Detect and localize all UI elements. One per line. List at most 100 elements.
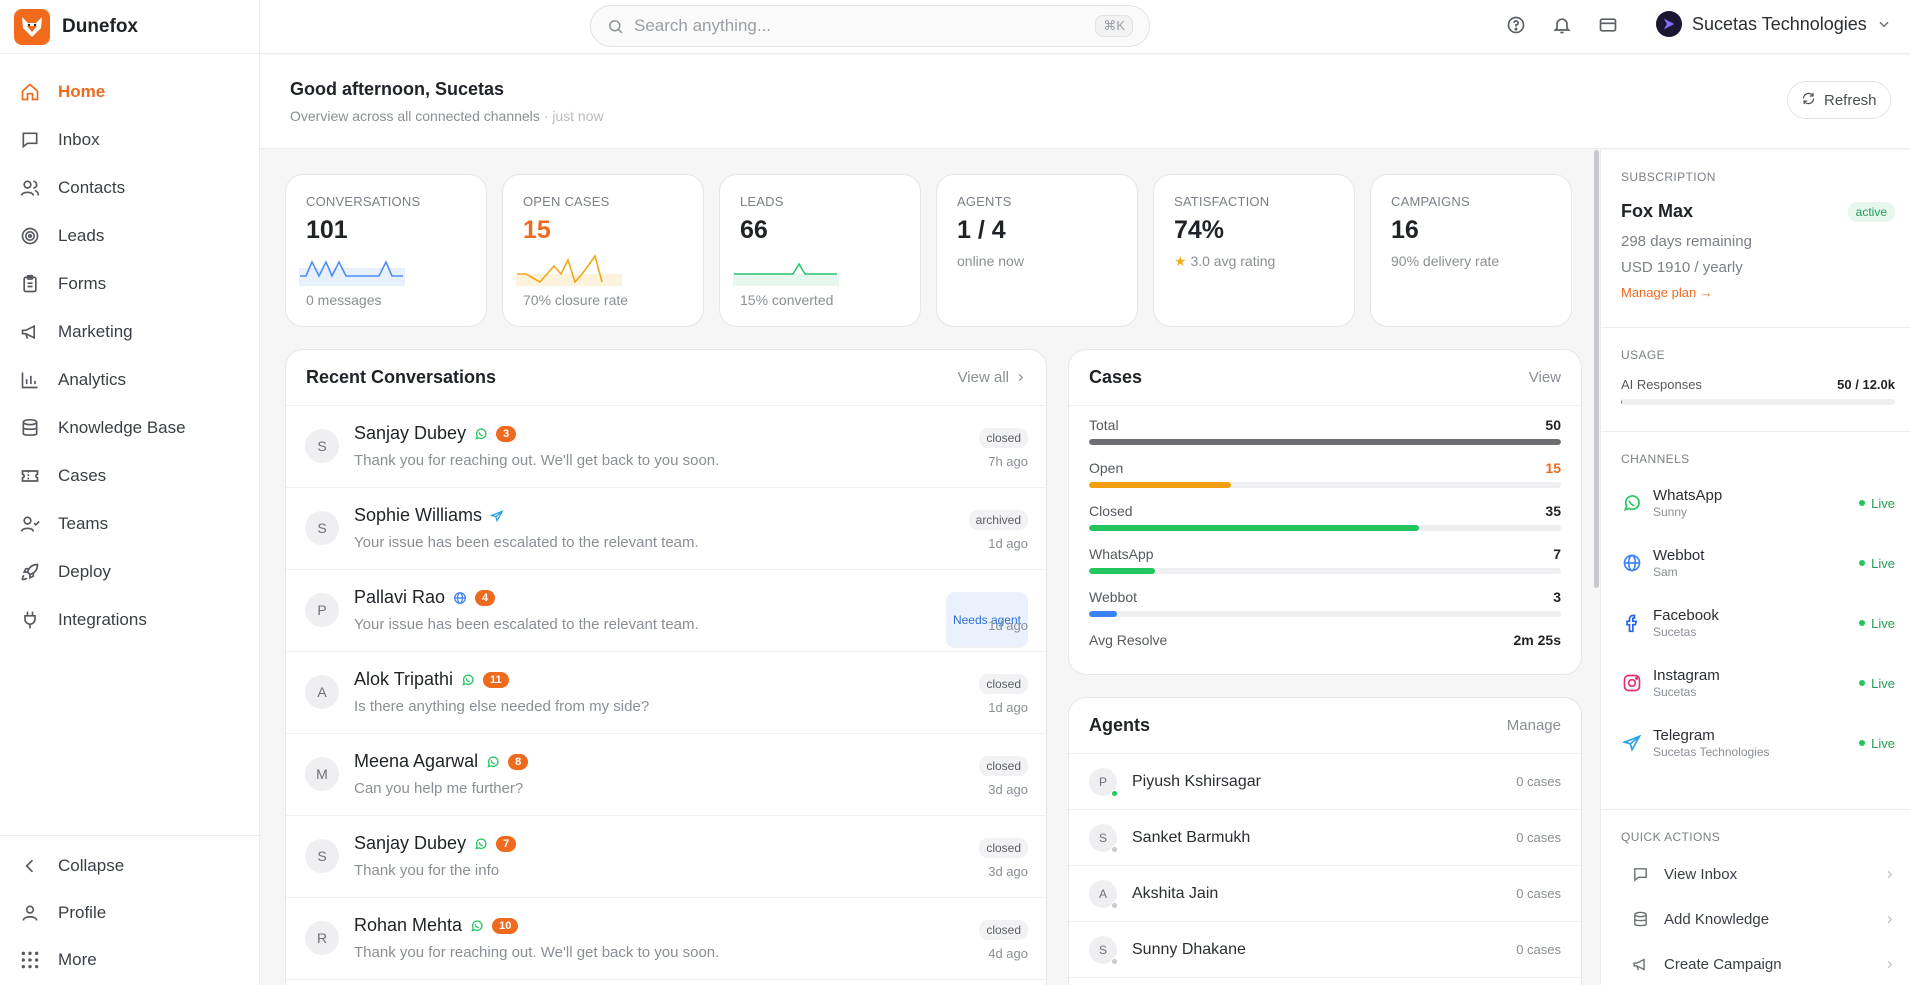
sidebar-item-analytics[interactable]: Analytics [0,356,259,404]
recent-conversations-card: Recent Conversations View all S Sanjay Du… [285,349,1047,985]
channel-text: Facebook Sucetas [1653,607,1719,639]
channel-telegram[interactable]: Telegram Sucetas Technologies Live [1621,713,1895,773]
sidebar-item-forms[interactable]: Forms [0,260,259,308]
case-bar-fill [1089,611,1118,617]
section-label: SUBSCRIPTION [1621,170,1716,184]
sidebar-item-label: Analytics [58,370,127,389]
refresh-button[interactable]: Refresh [1787,81,1891,119]
contact-name: Rohan Mehta [354,915,463,935]
sidebar-item-deploy[interactable]: Deploy [0,548,259,596]
case-bar-label: Total [1089,417,1119,433]
agent-row[interactable]: S Sanket Barmukh 0 cases [1069,810,1581,866]
stat-card-campaigns[interactable]: CAMPAIGNS 16 90% delivery rate [1370,174,1572,327]
sparkline-chart [299,260,405,286]
agent-row[interactable]: P Piyush Kshirsagar 0 cases [1069,754,1581,810]
sidebar-item-knowledge-base[interactable]: Knowledge Base [0,404,259,452]
agent-row[interactable]: S Sunny Dhakane 0 cases [1069,922,1581,978]
stat-value: 15 [523,216,551,244]
channel-facebook[interactable]: Facebook Sucetas Live [1621,593,1895,653]
conversation-row[interactable]: M Meena Agarwal 8 Can you help me further? c… [286,734,1046,816]
sidebar-item-home[interactable]: Home [0,68,259,116]
chevron-right-icon [1018,373,1024,382]
stat-label: SATISFACTION [1174,194,1270,209]
conversation-row[interactable]: S Sanjay Dubey 7 Thank you for the info clos… [286,816,1046,898]
sparkline-chart [733,262,839,286]
sidebar-item-contacts[interactable]: Contacts [0,164,259,212]
avatar: S [305,429,339,463]
conversation-row[interactable]: S Sanjay Dubey 3 Thank you for reaching out… [286,406,1046,488]
avatar: P [305,593,339,627]
avatar: M [305,757,339,791]
case-bar-fill [1089,568,1156,574]
stat-card-agents[interactable]: AGENTS 1 / 4 online now [936,174,1138,327]
sidebar-item-teams[interactable]: Teams [0,500,259,548]
brand[interactable]: Dunefox [0,0,259,54]
sidebar-item-inbox[interactable]: Inbox [0,116,259,164]
more-button[interactable]: More [0,936,259,983]
message-preview: Your issue has been escalated to the rel… [354,616,699,633]
team-icon [18,512,42,536]
credit-card-icon[interactable] [1596,13,1620,37]
search-input[interactable] [634,16,1096,36]
case-bar-labels: Webbot 3 [1089,580,1561,605]
channel-instagram[interactable]: Instagram Sucetas Live [1621,653,1895,713]
manage-agents-link[interactable]: Manage [1506,717,1561,734]
contact-name-row: Meena Agarwal 8 [354,751,529,772]
profile-button[interactable]: Profile [0,889,259,936]
case-bar-whatsapp: WhatsApp 7 [1069,537,1581,580]
avg-resolve-value: 2m 25s [1513,632,1561,648]
channel-whatsapp[interactable]: WhatsApp Sunny Live [1621,473,1895,533]
live-dot-icon [1859,620,1866,626]
main-scrollbar[interactable] [1594,150,1599,588]
case-bar-value: 50 [1545,417,1561,433]
stat-card-conversations[interactable]: CONVERSATIONS 101 0 messages [285,174,487,327]
view-all-link[interactable]: View all [958,369,1026,386]
conversation-row[interactable]: P Pallavi Rao 4 Your issue has been escalat… [286,570,1046,652]
message-icon [1630,866,1650,883]
search-bar[interactable]: ⌘K [590,5,1150,47]
instagram-icon [1621,672,1643,694]
stat-value: 1 / 4 [957,216,1006,244]
avatar: S [305,511,339,545]
sidebar-item-integrations[interactable]: Integrations [0,596,259,644]
agent-row[interactable]: A Akshita Jain 0 cases [1069,866,1581,922]
sidebar-item-marketing[interactable]: Marketing [0,308,259,356]
sidebar-item-cases[interactable]: Cases [0,452,259,500]
avatar: S [1089,823,1118,853]
quick-action-add-knowledge[interactable]: Add Knowledge [1621,897,1895,942]
status-badge: closed [979,428,1028,448]
message-icon [18,128,42,152]
collapse-button[interactable]: Collapse [0,842,259,889]
agent-name: Sanket Barmukh [1132,828,1251,846]
case-bar-value: 15 [1545,460,1561,476]
conversation-row[interactable]: S Sophie Williams Your issue has been esca… [286,488,1046,570]
avatar: R [305,921,339,955]
quick-action-label: View Inbox [1664,866,1738,883]
stat-value: 66 [740,216,768,244]
case-bar-track [1089,611,1561,617]
org-name: Sucetas Technologies [1692,13,1867,34]
dashboard-main: CONVERSATIONS 101 0 messages OPEN CASES … [260,150,1600,985]
stat-card-open-cases[interactable]: OPEN CASES 15 70% closure rate [502,174,704,327]
conversation-row[interactable]: A Alok Tripathi 11 Is there anything else n… [286,652,1046,734]
whatsapp-icon [474,837,488,851]
avatar-initial: A [1098,886,1107,901]
usage-track [1621,399,1895,405]
bell-icon[interactable] [1550,13,1574,37]
conversation-row[interactable]: R Rohan Mehta 10 Thank you for reaching out… [286,898,1046,980]
stat-card-leads[interactable]: LEADS 66 15% converted [719,174,921,327]
avatar: S [305,839,339,873]
live-status: Live [1859,736,1895,751]
org-switcher[interactable]: Sucetas Technologies [1656,11,1891,37]
help-icon[interactable] [1504,13,1528,37]
quick-action-view-inbox[interactable]: View Inbox [1621,852,1895,897]
channel-webbot[interactable]: Webbot Sam Live [1621,533,1895,593]
quick-action-create-campaign[interactable]: Create Campaign [1621,942,1895,985]
sidebar-item-label: Home [58,82,106,101]
stat-card-satisfaction[interactable]: SATISFACTION 74% ★ 3.0 avg rating [1153,174,1355,327]
view-cases-link[interactable]: View [1528,369,1561,386]
sidebar-item-leads[interactable]: Leads [0,212,259,260]
refresh-label: Refresh [1824,91,1877,109]
manage-plan-link[interactable]: Manage plan → [1621,285,1713,300]
quick-actions-section: QUICK ACTIONS View Inbox Add Knowledge C… [1601,810,1910,985]
